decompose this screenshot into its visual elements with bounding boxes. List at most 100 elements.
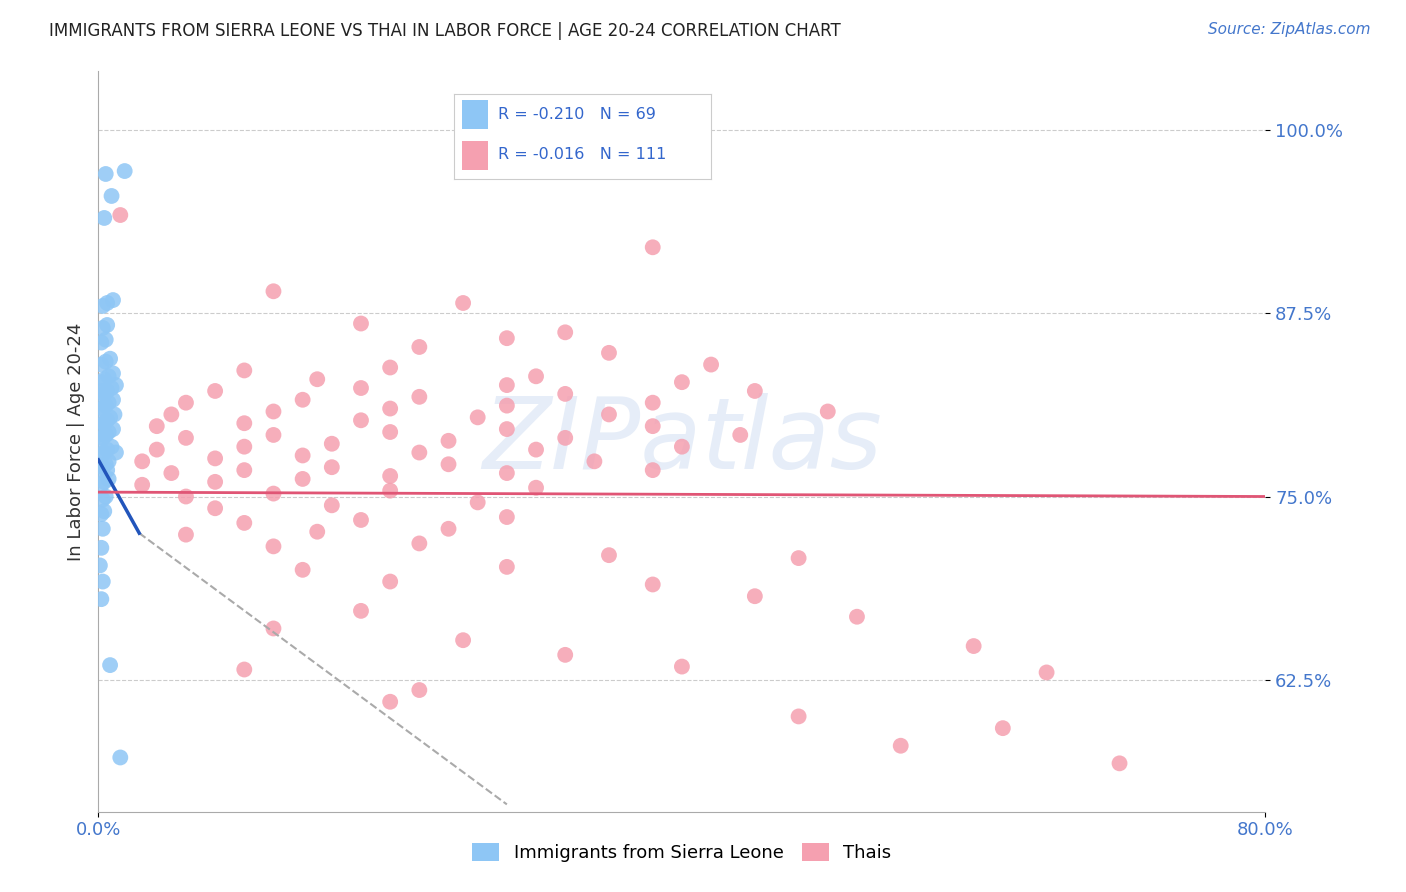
Point [846,609,869,624]
Point [91,321,114,335]
Point [408,445,430,459]
Point [307,524,329,539]
Point [307,372,329,386]
Point [408,340,430,354]
Point [94,354,117,368]
Point [90,358,112,372]
Y-axis label: In Labor Force | Age 20-24: In Labor Force | Age 20-24 [66,322,84,561]
Point [93,504,115,518]
Point [97,454,120,468]
Point [467,495,489,509]
Point [101,367,124,381]
Point [321,436,343,450]
Point [380,695,402,709]
Point [94,428,117,442]
Point [98,410,121,425]
Point [671,440,693,454]
Point [262,428,284,442]
Point [380,401,402,416]
Point [90,390,112,404]
Point [496,422,519,436]
Point [131,477,153,491]
Point [91,299,114,313]
Point [110,208,132,222]
Point [91,492,114,507]
Point [160,408,183,422]
Point [554,387,576,401]
Point [96,413,118,427]
Point [93,387,115,401]
Point [496,510,519,524]
Point [110,750,132,764]
Point [93,211,115,225]
Point [787,551,810,566]
Point [641,463,664,477]
Point [90,507,112,521]
Point [262,540,284,554]
Point [101,392,124,407]
Point [204,475,226,489]
Point [174,490,197,504]
Point [131,454,153,468]
Point [91,574,114,589]
Point [700,358,723,372]
Point [94,167,117,181]
Point [350,381,373,395]
Point [97,425,120,439]
Point [91,401,114,416]
Point [97,395,120,409]
Point [100,189,122,203]
Point [730,428,752,442]
Point [94,490,117,504]
Point [496,331,519,345]
Point [100,381,122,395]
Point [233,663,256,677]
Point [98,658,121,673]
Point [233,516,256,530]
Point [496,399,519,413]
Point [90,449,112,463]
Point [262,622,284,636]
Point [90,335,112,350]
Point [262,486,284,500]
Point [991,721,1014,735]
Point [380,574,402,589]
Point [89,404,111,418]
Point [104,445,127,459]
Point [90,541,112,555]
Point [554,648,576,662]
Point [496,378,519,392]
Point [890,739,912,753]
Point [96,442,118,457]
Point [233,440,256,454]
Point [408,390,430,404]
Point [204,451,226,466]
Point [350,317,373,331]
Point [204,501,226,516]
Point [90,477,112,491]
Point [380,425,402,439]
Point [114,164,136,178]
Point [598,408,620,422]
Point [94,428,117,442]
Point [291,563,314,577]
Point [817,404,839,418]
Point [1108,756,1130,771]
Point [641,577,664,591]
Point [89,558,111,573]
Point [93,445,115,459]
Point [101,422,124,436]
Point [641,240,664,254]
Point [524,369,547,384]
Point [554,326,576,340]
Point [94,333,117,347]
Point [146,419,169,434]
Point [437,522,460,536]
Point [93,475,115,489]
Point [744,384,766,398]
Point [380,360,402,375]
Point [146,442,169,457]
Point [321,460,343,475]
Point [90,592,112,607]
Point [174,527,197,541]
